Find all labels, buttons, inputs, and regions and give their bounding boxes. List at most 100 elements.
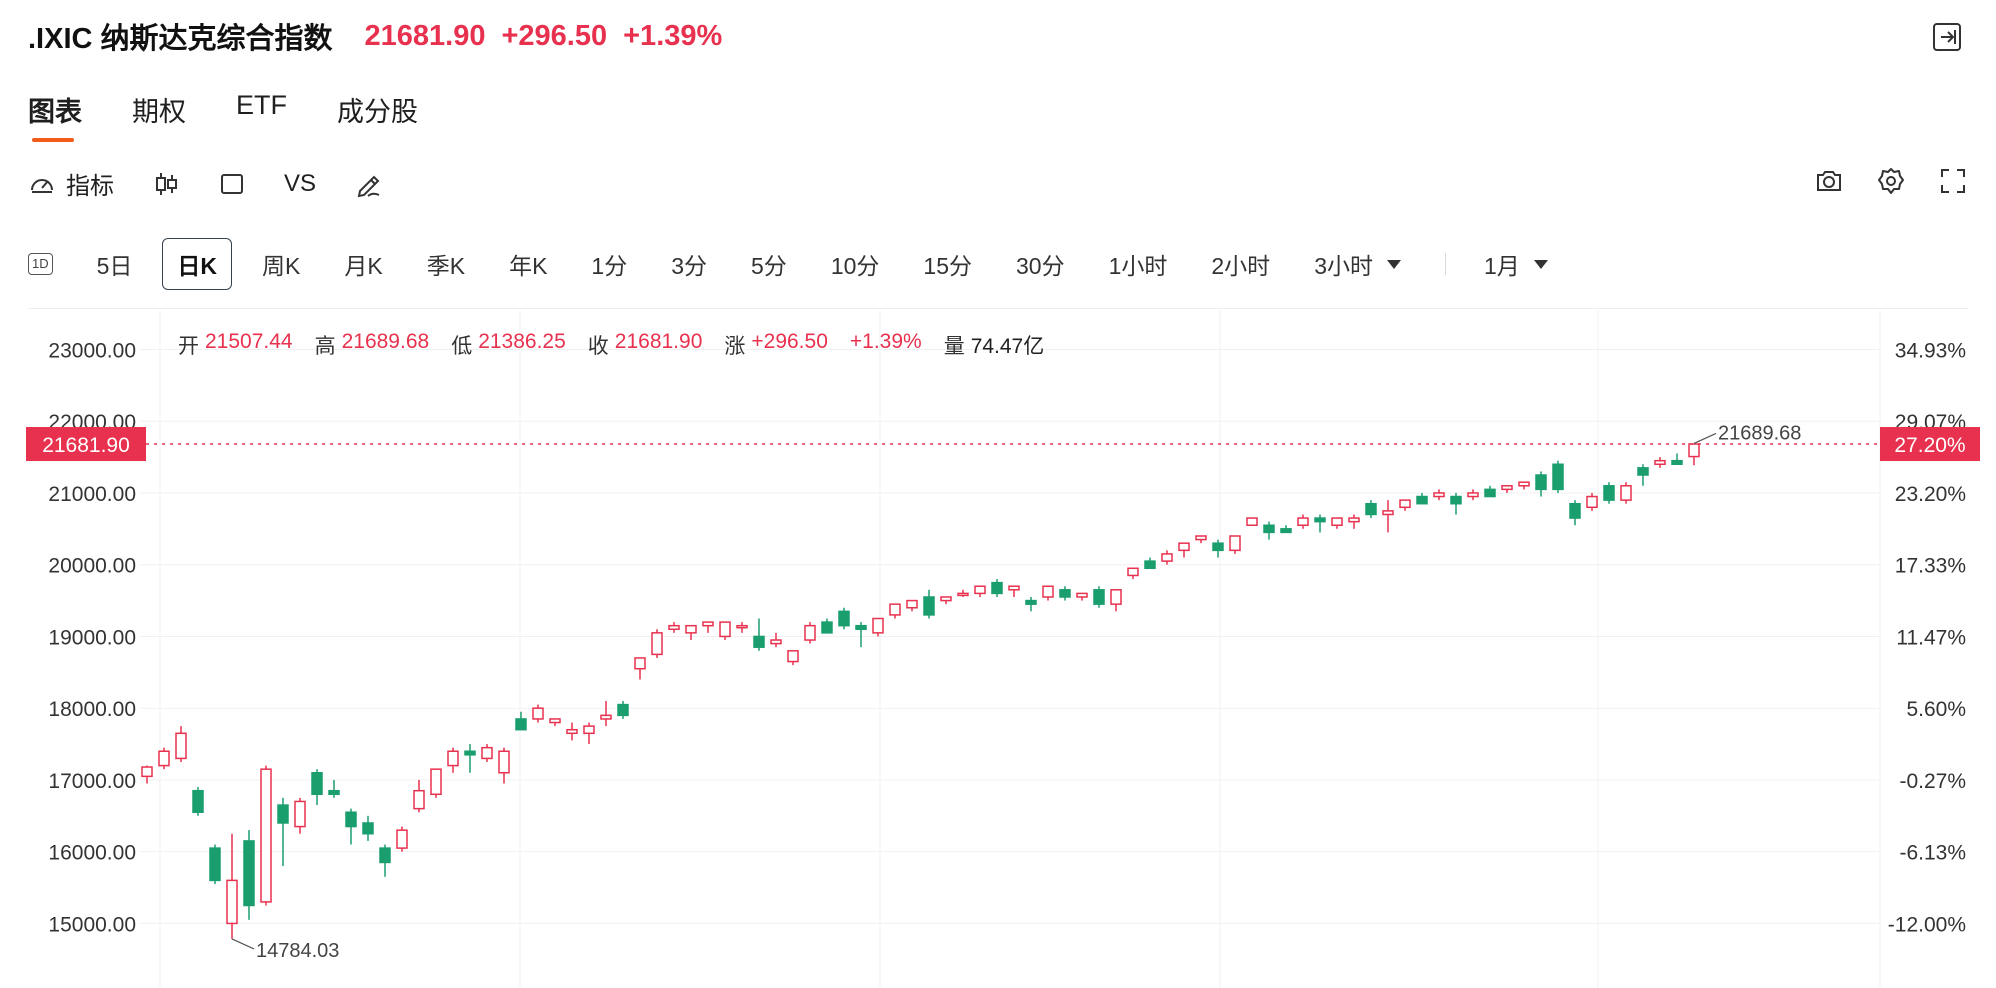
period-1min[interactable]: 1分: [591, 253, 628, 279]
candle-body: [260, 768, 272, 903]
period-weekly-k[interactable]: 周K: [262, 253, 301, 279]
candle: [583, 722, 595, 745]
chart-right-tools: [1782, 166, 1968, 196]
candle-body: [787, 650, 799, 663]
pct-tick-label: -0.27%: [1899, 770, 1966, 793]
candle-body: [430, 768, 442, 796]
y-tick-label: 20000.00: [48, 555, 136, 578]
candle-body: [889, 603, 901, 616]
candle-body: [838, 610, 850, 627]
high-value: 21689.68: [341, 330, 430, 353]
tab-constituents[interactable]: 成分股: [337, 97, 418, 127]
period-3hour-dropdown[interactable]: 3小时: [1314, 247, 1401, 281]
change-label: 涨: [724, 335, 746, 358]
candle: [685, 624, 697, 641]
exit-icon[interactable]: [1932, 22, 1962, 52]
candle: [940, 596, 952, 605]
max-label: 21689.68: [1718, 422, 1801, 444]
candle-body: [192, 789, 204, 813]
candle-body: [243, 840, 255, 907]
candle: [872, 617, 884, 637]
candle: [311, 769, 323, 806]
current-pct-tag: [1880, 427, 1980, 462]
camera-icon: [1817, 171, 1841, 191]
candle-body: [1280, 528, 1292, 534]
candle: [430, 768, 442, 798]
candle-body: [1450, 495, 1462, 505]
draw-button[interactable]: [354, 169, 384, 199]
period-3hour-label: 3小时: [1314, 253, 1373, 279]
settings-button[interactable]: [1876, 166, 1906, 196]
pct-tick-label: 5.60%: [1906, 698, 1966, 721]
candle: [1093, 586, 1105, 608]
candle: [804, 622, 816, 644]
period-15min[interactable]: 15分: [923, 253, 972, 279]
candle: [243, 830, 255, 920]
candle-type-button[interactable]: [152, 170, 180, 198]
day-badge: 1D: [28, 253, 53, 275]
candle: [1161, 550, 1173, 565]
candle: [158, 747, 170, 770]
y-tick-label: 17000.00: [48, 770, 136, 793]
candle-body: [617, 703, 629, 717]
candle: [1365, 500, 1377, 519]
indicator-button[interactable]: 指标: [28, 166, 114, 201]
period-5min[interactable]: 5分: [751, 253, 787, 279]
period-1hour[interactable]: 1小时: [1108, 253, 1168, 279]
range-dropdown[interactable]: 1月: [1484, 247, 1548, 281]
drawing-box-button[interactable]: [218, 170, 246, 198]
candle: [328, 779, 340, 798]
candle: [1552, 460, 1564, 493]
tab-chart[interactable]: 图表: [28, 90, 82, 142]
compare-button[interactable]: VS: [284, 170, 316, 198]
period-monthly-k[interactable]: 月K: [344, 253, 383, 279]
compare-label: VS: [284, 169, 317, 197]
period-quarterly-k[interactable]: 季K: [426, 253, 466, 279]
candle-body: [583, 725, 595, 735]
candle: [1637, 464, 1649, 486]
period-daily-k[interactable]: 日K: [162, 238, 233, 290]
candle-body: [311, 772, 323, 796]
fullscreen-button[interactable]: [1938, 166, 1968, 196]
header-change: +296.50: [501, 19, 608, 52]
candle: [668, 622, 680, 633]
expand-icon: [1941, 169, 1965, 193]
period-3min[interactable]: 3分: [671, 253, 708, 279]
period-30min[interactable]: 30分: [1016, 253, 1065, 279]
period-5day[interactable]: 5日: [96, 253, 133, 279]
period-2hour[interactable]: 2小时: [1211, 253, 1271, 279]
candle-body: [1025, 599, 1037, 605]
candle: [1025, 596, 1037, 612]
period-selector: 1D 5日 日K 周K 月K 季K 年K 1分 3分 5分 10分 15分 30…: [28, 238, 1592, 290]
candle-body: [1110, 589, 1122, 605]
candle-body: [600, 714, 612, 720]
candle: [770, 632, 782, 648]
pct-tick-label: 34.93%: [1895, 339, 1966, 362]
candle-body: [566, 728, 578, 735]
chart-toolbar: 指标 VS: [28, 166, 422, 201]
screenshot-button[interactable]: [1814, 166, 1844, 196]
tab-options[interactable]: 期权: [132, 97, 186, 127]
candle: [1127, 567, 1139, 580]
candle: [957, 589, 969, 597]
volume-label: 量: [943, 335, 965, 358]
candle: [141, 765, 153, 784]
indicator-label: 指标: [66, 173, 114, 200]
tab-etf[interactable]: ETF: [236, 90, 287, 120]
candle: [481, 744, 493, 762]
candle: [209, 844, 221, 884]
ohlc-readout: 开 21507.44 高 21689.68 低 21386.25 收 21681…: [178, 330, 1066, 360]
candle-body: [855, 624, 867, 631]
candle-body: [464, 750, 476, 756]
period-10min[interactable]: 10分: [830, 253, 880, 279]
candle: [192, 787, 204, 816]
candle-body: [906, 599, 918, 609]
candle: [1433, 489, 1445, 501]
volume-value: 74.47亿: [970, 335, 1045, 358]
header: .IXIC 纳斯达克综合指数 21681.90 +296.50 +1.39%: [28, 14, 722, 58]
period-1d[interactable]: 1D: [28, 253, 53, 275]
candle: [600, 701, 612, 727]
candle: [1331, 517, 1343, 529]
period-yearly-k[interactable]: 年K: [509, 253, 548, 279]
